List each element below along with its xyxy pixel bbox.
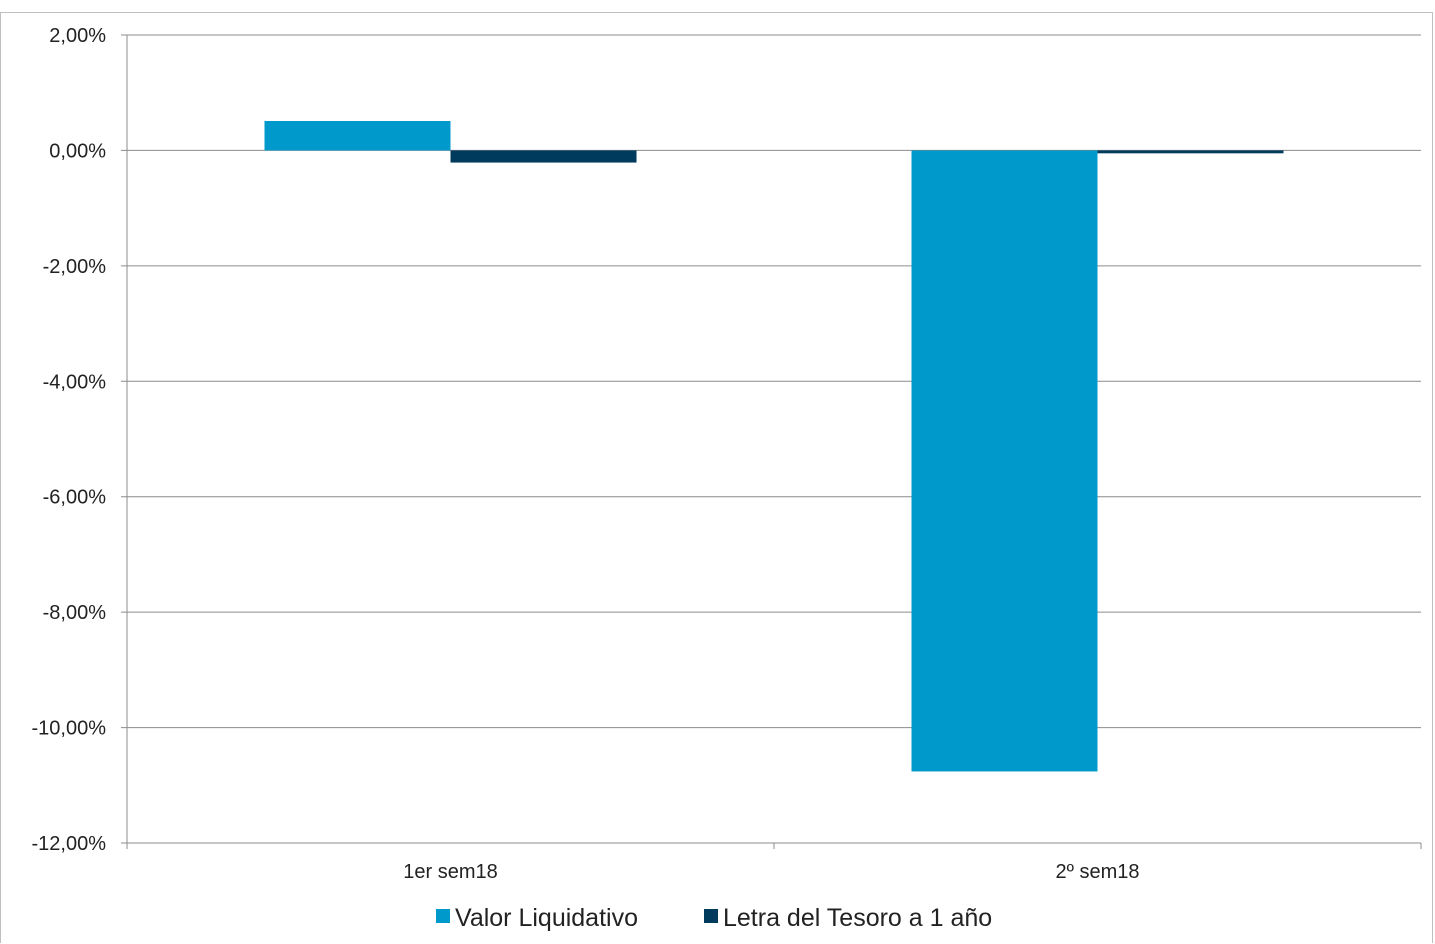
y-tick-label: -8,00% (43, 602, 107, 624)
y-tick-label: -10,00% (32, 718, 107, 740)
y-tick-label: -2,00% (43, 256, 107, 278)
legend-swatch (704, 909, 718, 923)
bars (264, 120, 1284, 772)
y-tick-label: 0,00% (49, 140, 106, 162)
x-category-label: 1er sem18 (403, 861, 498, 883)
bar-valor-liquidativo-1 (264, 120, 451, 151)
chart-frame (0, 12, 1433, 943)
legend-label: Valor Liquidativo (455, 904, 638, 932)
x-category-label: 2º sem18 (1055, 861, 1139, 883)
bar-letra-del-tesoro-a-1-a-o-2 (1097, 150, 1284, 154)
y-tick-label: -4,00% (43, 371, 107, 393)
legend: Valor Liquidativo Letra del Tesoro a 1 añ… (436, 904, 992, 932)
y-axis: 2,00% 0,00% -2,00% -4,00% -6,00% -8,00% -10,00… (32, 25, 128, 855)
bar-letra-del-tesoro-a-1-a-o-1 (450, 150, 637, 163)
gridlines (121, 34, 1421, 844)
x-axis: 1er sem18 2º sem18 (126, 842, 1422, 883)
bar-valor-liquidativo-2 (911, 150, 1098, 772)
legend-swatch (436, 909, 450, 923)
y-tick-label: 2,00% (49, 25, 106, 47)
legend-label: Letra del Tesoro a 1 año (723, 904, 992, 932)
y-tick-label: -12,00% (32, 833, 107, 855)
y-tick-label: -6,00% (43, 487, 107, 509)
